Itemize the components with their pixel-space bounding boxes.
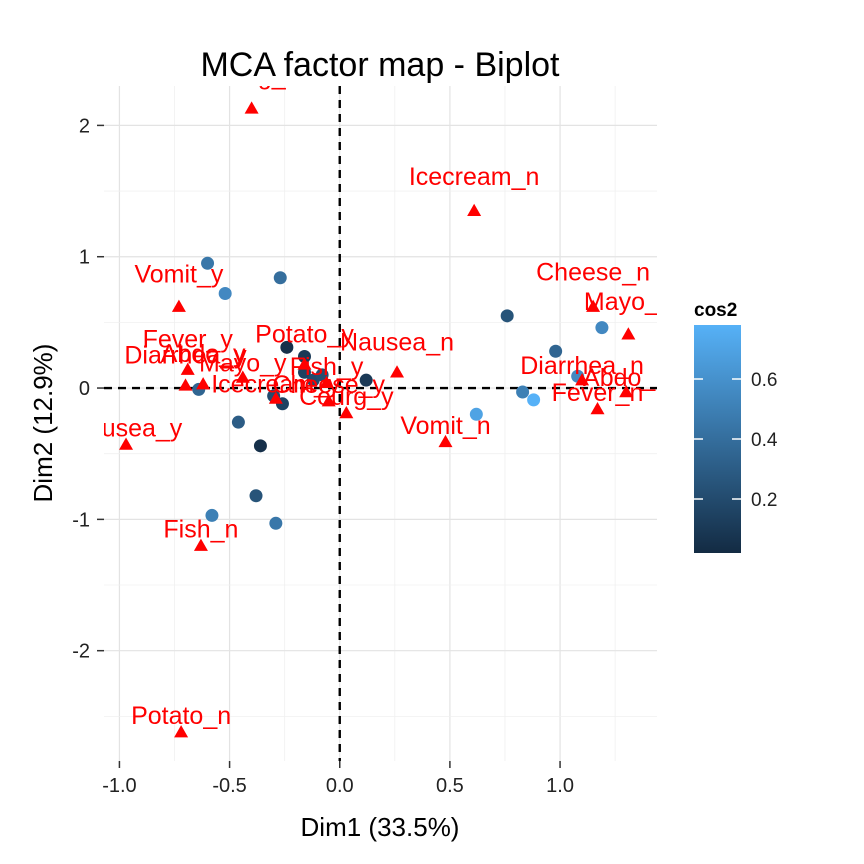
x-tick-label: -1.0 — [102, 775, 136, 797]
variable-marker — [180, 362, 195, 375]
x-axis-title: Dim1 (33.5%) — [301, 812, 460, 842]
variable-label: Abdo_n — [583, 364, 669, 392]
variable-marker — [390, 365, 405, 378]
individual-point — [201, 256, 215, 270]
variable-label: Courg_n — [204, 62, 300, 90]
variable-marker — [590, 402, 605, 415]
individual-point — [516, 385, 530, 399]
y-tick-label: -1 — [72, 509, 90, 531]
individual-point — [359, 373, 373, 387]
individual-point — [273, 271, 287, 285]
variable-label: Nausea_n — [340, 328, 454, 356]
variable-label: Potato_n — [131, 702, 231, 730]
variable-label: Fish_n — [163, 516, 238, 544]
x-tick-label: -0.5 — [212, 775, 246, 797]
variable-label: Vomit_n — [400, 412, 490, 440]
x-tick-label: 0.5 — [436, 775, 464, 797]
variable-marker — [174, 725, 189, 738]
variable-marker — [619, 384, 634, 398]
variable-label: Fever_y — [143, 326, 234, 354]
legend-tick-label: 0.2 — [751, 490, 777, 511]
individual-point — [269, 516, 283, 530]
y-tick-label: 0 — [79, 378, 90, 400]
variable-marker — [268, 391, 283, 404]
y-tick-label: 2 — [79, 115, 90, 137]
legend-ticks: 0.2 0.4 0.6 — [694, 370, 778, 511]
x-tick-label: 0.0 — [326, 775, 354, 797]
variable-marker — [119, 437, 134, 450]
variable-marker — [321, 394, 336, 407]
variable-marker — [586, 299, 601, 312]
variable-label: Fever_n — [552, 379, 644, 407]
variable-marker — [621, 327, 636, 340]
y-tick-label: -2 — [72, 641, 90, 663]
individual-point — [297, 350, 311, 364]
variable-label: Nausea_y — [70, 415, 183, 443]
variable-marker — [235, 370, 250, 383]
individual-point — [249, 489, 263, 503]
cos2-legend: cos2 0.2 0.4 0.6 — [694, 300, 778, 553]
legend-title: cos2 — [694, 300, 737, 321]
individual-point — [218, 286, 232, 300]
reference-lines — [104, 86, 657, 761]
individual-point — [205, 508, 219, 522]
variable-marker — [467, 203, 482, 217]
legend-tick-label: 0.6 — [751, 370, 777, 391]
variable-label: Courg_y — [299, 383, 394, 411]
variable-label: Icecream_n — [409, 163, 540, 191]
individual-points — [192, 256, 609, 530]
variable-label: Abdo_y — [161, 340, 246, 368]
variable-label: Diarrhea_n — [520, 352, 644, 380]
individual-point — [527, 393, 541, 407]
individual-point — [280, 340, 294, 354]
variable-marker — [178, 378, 193, 391]
variable-label: Vomit_y — [134, 261, 223, 289]
individual-point — [595, 321, 609, 335]
variable-label: Mayo_n — [584, 288, 673, 316]
individual-point — [549, 344, 563, 358]
individual-point — [500, 309, 514, 323]
variable-marker — [297, 357, 312, 370]
variable-marker — [438, 434, 453, 448]
y-axis: -2 -1 0 1 2 — [72, 115, 104, 663]
chart-title: MCA factor map - Biplot — [200, 46, 560, 84]
variable-marker — [339, 405, 354, 419]
variable-marker — [171, 299, 186, 312]
legend-tick-label: 0.4 — [751, 430, 778, 451]
variable-label: Fish_y — [290, 353, 364, 381]
variable-marker — [193, 538, 208, 551]
plot-panel — [104, 86, 657, 761]
variable-marker — [319, 375, 334, 389]
variable-label: Diarrhea_y — [124, 341, 247, 369]
variable-label: Icecream_y — [211, 371, 341, 399]
variable-label: Mayo_y — [199, 350, 287, 378]
x-tick-label: 1.0 — [546, 775, 574, 797]
x-axis: -1.0 -0.5 0.0 0.5 1.0 — [102, 761, 574, 797]
individual-point — [253, 439, 267, 453]
variable-marker — [575, 373, 590, 386]
y-tick-label: 1 — [79, 247, 90, 269]
variable-label: Cheese_n — [536, 259, 650, 287]
variable-marker — [196, 377, 211, 390]
variable-label: Potato_y — [255, 320, 354, 348]
y-axis-title: Dim2 (12.9%) — [28, 344, 58, 503]
individual-point — [231, 415, 245, 429]
individual-point — [469, 407, 483, 421]
variable-marker — [244, 101, 259, 114]
